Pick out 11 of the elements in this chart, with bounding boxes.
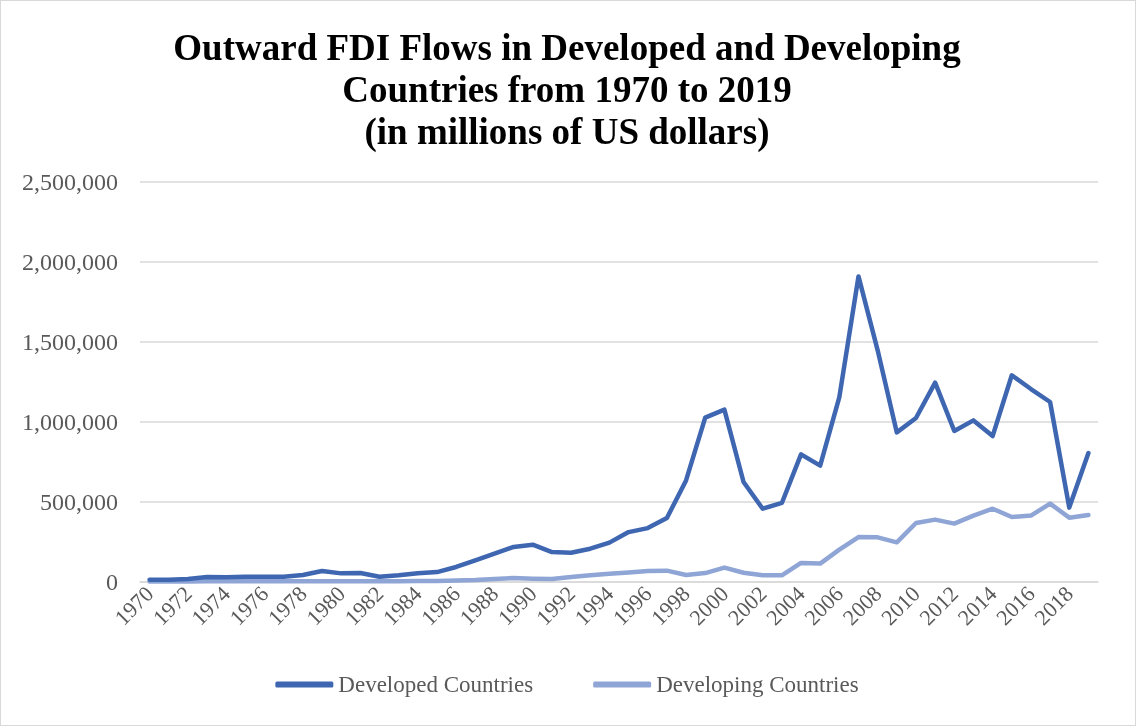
y-tick-label: 1,000,000: [22, 409, 118, 435]
y-tick-label: 2,500,000: [22, 169, 118, 195]
legend-label: Developed Countries: [338, 672, 534, 697]
line-series: [147, 274, 1091, 583]
line-series: [147, 501, 1091, 584]
y-tick-label: 2,000,000: [22, 249, 118, 275]
y-tick-label: 1,500,000: [22, 329, 118, 355]
y-tick-label: 500,000: [40, 489, 118, 515]
chart-title: Outward FDI Flows in Developed and Developing Countries from 1970 to 2019 (in millions of US dollars): [173, 26, 962, 153]
y-tick-label: 0: [106, 569, 118, 595]
legend-label: Developing Countries: [656, 672, 859, 697]
